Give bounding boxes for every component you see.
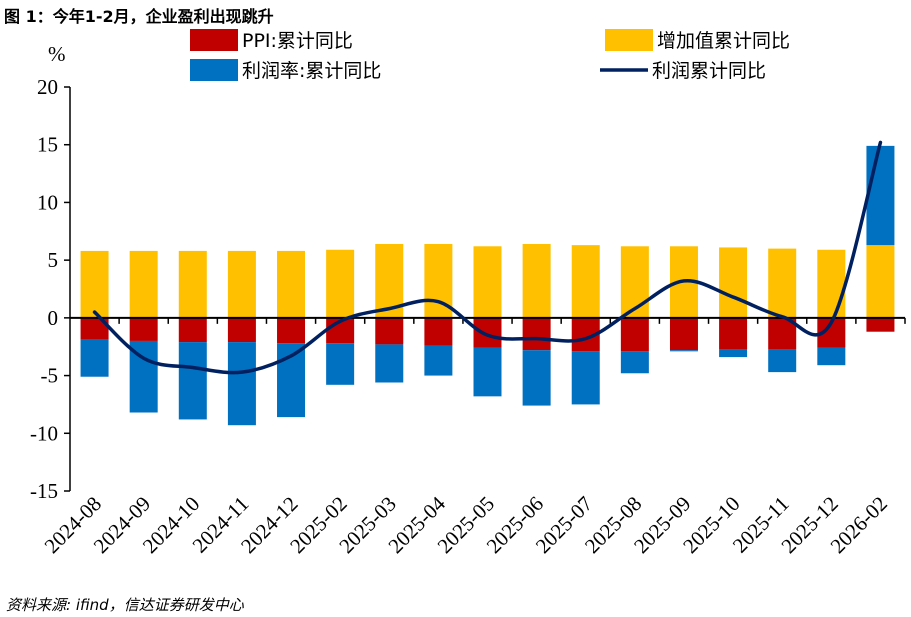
bar-profit-margin — [571, 351, 600, 405]
bar-ppi — [473, 317, 502, 348]
bar-value-added — [129, 250, 158, 318]
legend-label: 利润率:累计同比 — [242, 60, 381, 82]
legend-label: 利润累计同比 — [652, 60, 766, 82]
bar-value-added — [80, 250, 109, 318]
bar-ppi — [80, 317, 109, 340]
y-tick-label: 20 — [37, 75, 58, 99]
bar-ppi — [669, 317, 698, 351]
source-note: 资料来源: ifind，信达证券研发中心 — [6, 596, 244, 614]
legend-swatch — [605, 29, 653, 51]
bar-value-added — [719, 247, 748, 318]
bar-profit-margin — [817, 347, 846, 366]
bar-ppi — [719, 317, 748, 350]
bar-profit-margin — [227, 342, 256, 426]
bar-ppi — [129, 317, 158, 341]
bar-ppi — [620, 317, 649, 352]
y-tick-label: -10 — [30, 421, 58, 445]
bar-value-added — [522, 243, 551, 318]
bar-ppi — [178, 317, 207, 343]
bar-profit-margin — [473, 347, 502, 397]
bar-ppi — [522, 317, 551, 351]
bar-ppi — [277, 317, 306, 344]
bar-profit-margin — [326, 343, 355, 385]
legend-swatch — [190, 29, 238, 51]
y-tick-label: 5 — [48, 248, 59, 272]
bar-value-added — [817, 249, 846, 318]
bar-ppi — [424, 317, 453, 346]
bar-value-added — [620, 246, 649, 318]
bar-value-added — [473, 246, 502, 318]
y-tick-label: -15 — [30, 479, 58, 503]
chart-title: 图 1：今年1-2月，企业盈利出现跳升 — [4, 7, 274, 26]
y-tick-label: -5 — [41, 364, 59, 388]
bar-ppi — [227, 317, 256, 343]
bar-ppi — [375, 317, 404, 345]
line-profit — [92, 140, 883, 375]
bar-value-added — [277, 250, 306, 318]
y-tick-label: 15 — [37, 133, 58, 157]
bar-profit-margin — [522, 350, 551, 406]
bar-value-added — [571, 245, 600, 318]
bar-value-added — [768, 248, 797, 318]
bar-value-added — [326, 249, 355, 318]
bar-profit-margin — [424, 345, 453, 376]
bar-profit-margin — [80, 339, 109, 377]
bar-profit-margin — [719, 349, 748, 358]
bar-profit-margin — [375, 344, 404, 383]
legend-swatch — [190, 59, 238, 81]
bar-value-added — [227, 250, 256, 318]
bar-profit-margin — [866, 145, 895, 246]
y-tick-label: 10 — [37, 190, 58, 214]
bar-value-added — [178, 250, 207, 318]
legend-label: PPI:累计同比 — [242, 30, 353, 52]
bar-ppi — [866, 317, 895, 332]
y-tick-label: 0 — [48, 306, 59, 330]
bar-profit-margin — [178, 342, 207, 420]
y-axis-unit: % — [48, 42, 66, 66]
legend-label: 增加值累计同比 — [657, 30, 790, 52]
bar-profit-margin — [620, 351, 649, 374]
bar-profit-margin — [669, 350, 698, 352]
bar-value-added — [866, 245, 895, 318]
bar-profit-margin — [768, 349, 797, 373]
